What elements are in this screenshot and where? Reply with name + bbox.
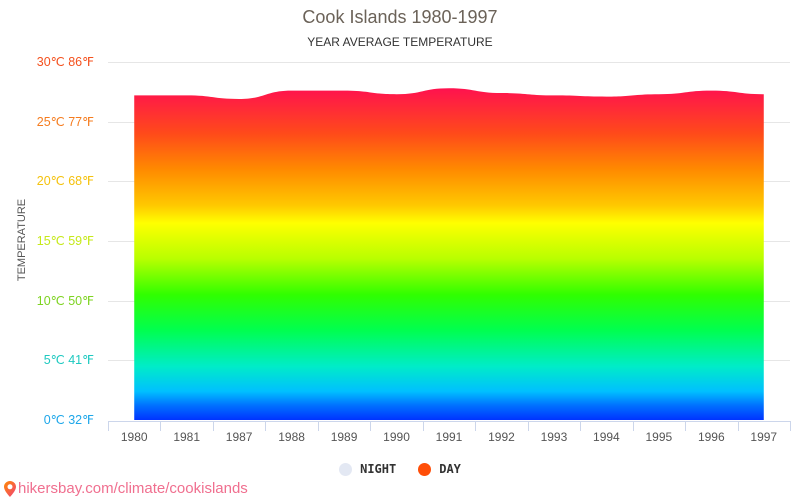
x-tick	[160, 421, 162, 431]
x-tick	[265, 421, 267, 431]
day-dot-icon	[418, 462, 432, 476]
y-tick-label: 0℃ 32℉	[43, 413, 94, 427]
legend-item-night[interactable]: NIGHT	[339, 462, 396, 476]
legend: NIGHT DAY	[0, 462, 800, 476]
x-tick-label: 1981	[173, 430, 201, 444]
day-temperature-area[interactable]	[134, 88, 764, 421]
x-tick-label: 1996	[697, 430, 725, 444]
x-tick-label: 1993	[540, 430, 568, 444]
x-tick-label: 1987	[225, 430, 253, 444]
x-tick-label: 1992	[488, 430, 515, 444]
grid-line	[108, 62, 790, 63]
x-tick	[422, 421, 424, 431]
footer-link[interactable]: hikersbay.com/climate/cookislands	[4, 480, 248, 497]
x-tick	[737, 421, 739, 431]
night-dot-icon	[339, 462, 353, 476]
x-tick-label: 1991	[435, 430, 463, 444]
legend-label-night: NIGHT	[360, 462, 397, 476]
x-axis-line	[108, 421, 790, 422]
x-tick-label: 1995	[645, 430, 673, 444]
x-tick	[685, 421, 687, 431]
x-tick	[790, 421, 791, 431]
y-tick-label: 30℃ 86℉	[36, 55, 94, 69]
y-tick-label: 10℃ 50℉	[36, 293, 94, 308]
x-tick	[317, 421, 319, 431]
chart-title: Cook Islands 1980-1997	[302, 7, 498, 27]
y-tick-label: 20℃ 68℉	[36, 174, 94, 189]
x-tick	[108, 421, 109, 431]
x-tick	[370, 421, 372, 431]
map-pin-icon	[4, 480, 16, 497]
x-tick-label: 1989	[330, 430, 358, 444]
x-tick-label: 1994	[593, 430, 620, 444]
x-tick	[632, 421, 634, 431]
legend-label-day: DAY	[439, 462, 461, 476]
chart-subtitle: YEAR AVERAGE TEMPERATURE	[307, 35, 493, 49]
y-tick-label: 5℃ 41℉	[43, 353, 94, 368]
x-tick-label: 1990	[383, 430, 410, 444]
x-tick	[527, 421, 529, 431]
x-tick-label: 1988	[278, 430, 305, 444]
legend-item-day[interactable]: DAY	[418, 462, 461, 476]
x-tick-label: 1997	[750, 430, 778, 444]
footer-text: hikersbay.com/climate/cookislands	[18, 480, 248, 497]
x-tick	[212, 421, 214, 431]
y-tick-label: 15℃ 59℉	[36, 234, 94, 248]
y-tick-label: 25℃ 77℉	[36, 114, 94, 129]
x-tick-label: 1980	[120, 430, 148, 444]
x-tick	[580, 421, 582, 431]
x-tick	[475, 421, 477, 431]
